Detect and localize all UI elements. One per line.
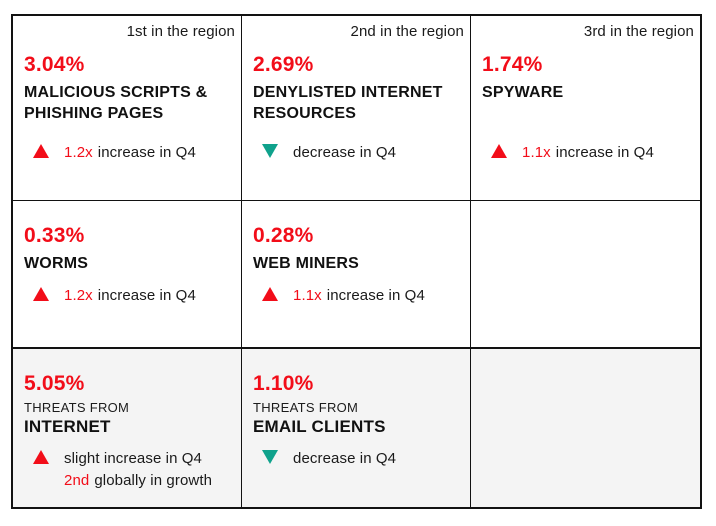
threat-title: DENYLISTED INTERNET RESOURCES <box>253 84 443 122</box>
trend-row: 1.2x increase in Q4 <box>24 285 235 307</box>
trend-description: globally in growth <box>94 472 213 489</box>
trend-row: slight increase in Q4 2nd globally in gro… <box>24 448 235 492</box>
threat-subtitle: THREATS FROM <box>24 400 130 415</box>
trend-lines: slight increase in Q4 2nd globally in gro… <box>64 448 235 492</box>
percent-value: 1.74% <box>482 53 543 76</box>
trend-description: increase in Q4 <box>97 287 196 304</box>
stat-cell-spyware: 3rd in the region 1.74% SPYWARE 1.1x incr… <box>471 16 700 201</box>
trend-lines: 1.1x increase in Q4 <box>293 285 464 307</box>
rank-label: 3rd in the region <box>583 23 694 40</box>
trend-up-icon <box>491 144 507 158</box>
stat-cell-web-miners: 0.28% WEB MINERS 1.1x increase in Q4 <box>242 201 471 349</box>
trend-row: 1.2x increase in Q4 <box>24 142 235 164</box>
trend-up-icon <box>262 287 278 301</box>
trend-up-icon <box>33 287 49 301</box>
trend-row: 1.1x increase in Q4 <box>482 142 694 164</box>
stat-cell-threats-internet: 5.05% THREATS FROM INTERNET slight incre… <box>13 349 242 507</box>
trend-text: 1.2x increase in Q4 <box>64 142 235 164</box>
trend-icon-box <box>253 142 293 158</box>
trend-down-icon <box>262 144 278 158</box>
trend-text: decrease in Q4 <box>293 448 464 470</box>
trend-text: 1.2x increase in Q4 <box>64 285 235 307</box>
stat-cell-worms: 0.33% WORMS 1.2x increase in Q4 <box>13 201 242 349</box>
trend-description: slight increase in Q4 <box>64 450 203 467</box>
percent-value: 2.69% <box>253 53 314 76</box>
stat-cell-denylisted-resources: 2nd in the region 2.69% DENYLISTED INTER… <box>242 16 471 201</box>
trend-icon-box <box>24 448 64 464</box>
trend-highlight: 2nd <box>64 472 90 489</box>
trend-highlight: 1.1x <box>293 287 322 304</box>
trend-lines: 1.1x increase in Q4 <box>522 142 694 164</box>
percent-value: 0.28% <box>253 224 314 247</box>
trend-description: decrease in Q4 <box>293 144 397 161</box>
trend-description: decrease in Q4 <box>293 450 397 467</box>
empty-cell <box>471 201 700 349</box>
trend-up-icon <box>33 450 49 464</box>
trend-text: 1.1x increase in Q4 <box>293 285 464 307</box>
trend-lines: 1.2x increase in Q4 <box>64 285 235 307</box>
percent-value: 1.10% <box>253 372 314 395</box>
trend-text: 1.1x increase in Q4 <box>522 142 694 164</box>
trend-text-line2: 2nd globally in growth <box>64 470 235 492</box>
trend-description: increase in Q4 <box>555 144 654 161</box>
trend-row: decrease in Q4 <box>253 142 464 164</box>
empty-cell-shaded <box>471 349 700 507</box>
threat-title: EMAIL CLIENTS <box>253 417 386 436</box>
threat-title: WORMS <box>24 255 89 272</box>
stat-cell-threats-email: 1.10% THREATS FROM EMAIL CLIENTS decreas… <box>242 349 471 507</box>
threat-subtitle: THREATS FROM <box>253 400 359 415</box>
trend-lines: 1.2x increase in Q4 <box>64 142 235 164</box>
trend-icon-box <box>24 285 64 301</box>
threat-title: SPYWARE <box>482 84 564 101</box>
trend-highlight: 1.1x <box>522 144 551 161</box>
rank-label: 2nd in the region <box>350 23 464 40</box>
percent-value: 0.33% <box>24 224 85 247</box>
rank-label: 1st in the region <box>126 23 235 40</box>
trend-icon-box <box>253 285 293 301</box>
stat-cell-malicious-scripts: 1st in the region 3.04% MALICIOUS SCRIPT… <box>13 16 242 201</box>
trend-text: slight increase in Q4 <box>64 448 235 470</box>
trend-description: increase in Q4 <box>97 144 196 161</box>
trend-lines: decrease in Q4 <box>293 448 464 470</box>
trend-icon-box <box>482 142 522 158</box>
trend-icon-box <box>24 142 64 158</box>
threat-title: MALICIOUS SCRIPTS & PHISHING PAGES <box>24 84 208 122</box>
trend-down-icon <box>262 450 278 464</box>
trend-highlight: 1.2x <box>64 287 93 304</box>
trend-icon-box <box>253 448 293 464</box>
trend-up-icon <box>33 144 49 158</box>
trend-description: increase in Q4 <box>326 287 425 304</box>
trend-lines: decrease in Q4 <box>293 142 464 164</box>
threat-title: WEB MINERS <box>253 255 359 272</box>
threat-title: INTERNET <box>24 417 111 436</box>
trend-highlight: 1.2x <box>64 144 93 161</box>
percent-value: 3.04% <box>24 53 85 76</box>
trend-row: decrease in Q4 <box>253 448 464 470</box>
trend-row: 1.1x increase in Q4 <box>253 285 464 307</box>
percent-value: 5.05% <box>24 372 85 395</box>
trend-text: decrease in Q4 <box>293 142 464 164</box>
threat-stats-table: 1st in the region 3.04% MALICIOUS SCRIPT… <box>11 14 702 509</box>
